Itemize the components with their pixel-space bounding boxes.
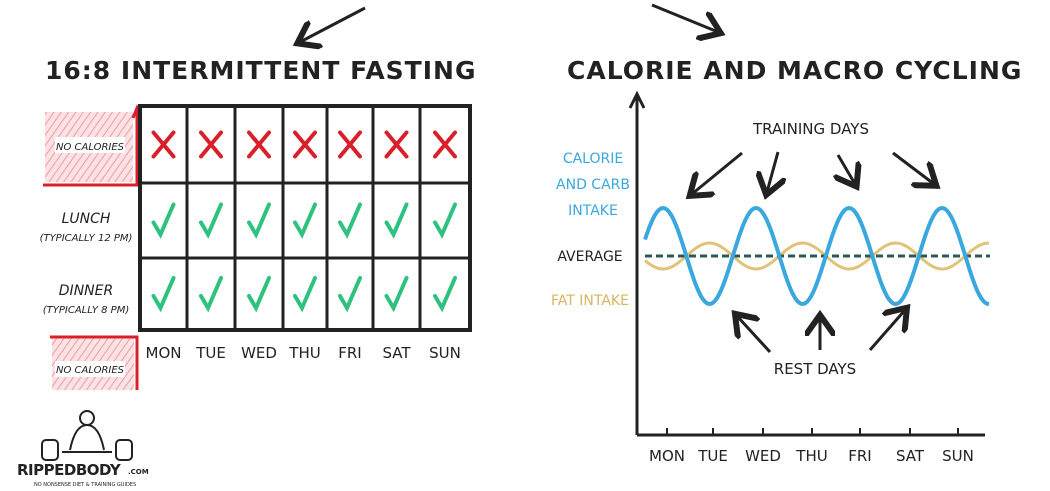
rest-arrow-tue: [737, 316, 772, 354]
left-day-label: FRI: [338, 344, 361, 362]
right-title: CALORIE AND MACRO CYCLING: [567, 56, 1022, 85]
fat-intake-label: FAT INTAKE: [551, 293, 629, 309]
check-icon: [384, 276, 409, 313]
check-icon: [151, 202, 176, 239]
check-icon: [199, 276, 223, 313]
ripped-body-logo: RIPPEDBODY .COM NO NONSENSE DIET & TRAIN…: [17, 410, 149, 488]
right-day-label: MON: [649, 447, 685, 465]
dinner-label: DINNER: [59, 283, 113, 299]
pointer-arrow-right: [651, 3, 718, 32]
check-icon: [199, 202, 223, 239]
rest-arrow-sat: [868, 310, 905, 351]
left-day-label: MON: [146, 344, 182, 362]
red-boundary-bottom: [50, 335, 139, 390]
cross-icon: [338, 130, 362, 159]
left-day-label: THU: [288, 344, 320, 362]
check-icon: [433, 276, 457, 313]
calorie-label-3: INTAKE: [568, 203, 618, 219]
left-day-label: WED: [241, 344, 277, 362]
check-icon: [247, 202, 271, 239]
no-calories-bottom: NO CALORIES: [56, 365, 125, 376]
lunch-time: (TYPICALLY 12 PM): [40, 233, 133, 244]
y-axis: [628, 90, 646, 435]
fasting-grid: [138, 104, 472, 332]
lunch-label: LUNCH: [62, 211, 111, 227]
cross-icon: [433, 130, 457, 159]
cross-icon: [293, 130, 317, 159]
cross-icon: [199, 130, 223, 159]
left-day-label: SAT: [382, 344, 411, 362]
fat-intake-line: [644, 241, 990, 271]
right-day-label: THU: [795, 447, 827, 465]
check-icon: [293, 202, 317, 239]
check-icon: [384, 202, 409, 239]
dinner-time: (TYPICALLY 8 PM): [43, 305, 130, 316]
cross-icon: [151, 130, 176, 159]
calorie-carb-line: [643, 205, 990, 307]
lifter-icon: [79, 410, 95, 426]
right-day-label: SUN: [942, 447, 974, 465]
no-calories-top: NO CALORIES: [56, 142, 125, 153]
check-icon: [151, 276, 176, 313]
left-title: 16:8 INTERMITTENT FASTING: [45, 56, 476, 85]
left-day-label: SUN: [429, 344, 461, 362]
training-arrow-sun: [892, 151, 934, 184]
pointer-arrow-left: [300, 6, 366, 42]
right-day-label: WED: [745, 447, 781, 465]
rest-days-label: REST DAYS: [774, 360, 856, 378]
right-day-label: SAT: [896, 447, 925, 465]
training-arrow-wed: [767, 151, 778, 192]
calorie-label-1: CALORIE: [563, 151, 623, 167]
logo-tagline: NO NONSENSE DIET & TRAINING GUIDES: [34, 482, 136, 488]
right-day-label: FRI: [848, 447, 871, 465]
cross-icon: [247, 130, 271, 159]
right-day-label: TUE: [697, 447, 728, 465]
average-label: AVERAGE: [557, 249, 622, 265]
logo-suffix: .COM: [128, 468, 149, 476]
cross-icon: [384, 130, 409, 159]
check-icon: [338, 202, 362, 239]
check-icon: [293, 276, 317, 313]
calorie-label-2: AND CARB: [556, 177, 630, 193]
training-days-label: TRAINING DAYS: [752, 120, 869, 138]
training-arrow-fri: [838, 154, 855, 184]
training-arrow-mon: [692, 151, 743, 194]
check-icon: [247, 276, 271, 313]
check-icon: [433, 202, 457, 239]
logo-name: RIPPEDBODY: [17, 461, 122, 479]
left-day-label: TUE: [195, 344, 226, 362]
check-icon: [338, 276, 362, 313]
